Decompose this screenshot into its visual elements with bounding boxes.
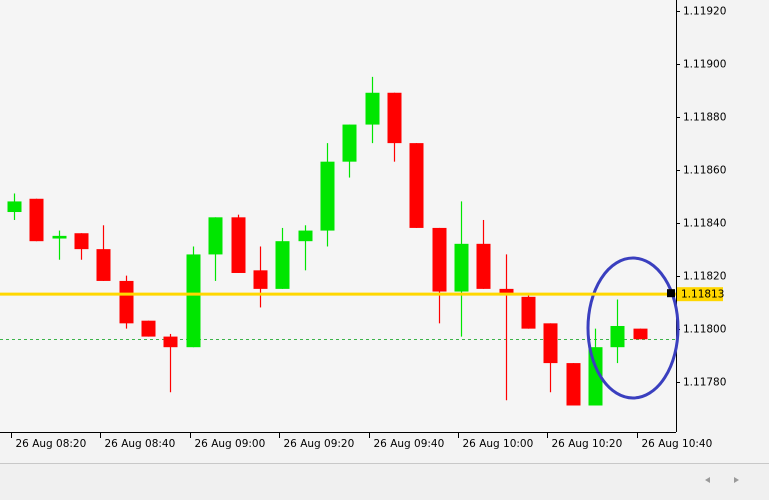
y-tick-label: 1.11860 [683, 165, 726, 177]
candle-body [52, 235, 67, 239]
candle-body [387, 92, 402, 144]
candle-body [476, 243, 491, 289]
candle-body [610, 325, 625, 348]
y-tick-label: 1.11800 [683, 324, 726, 336]
candle-body [521, 296, 536, 329]
candle-body [633, 328, 648, 340]
y-tick-label: 1.11900 [683, 59, 726, 71]
candle-body [119, 280, 134, 324]
candle-body [342, 124, 357, 162]
candle-body [253, 270, 268, 289]
candle-body [163, 336, 178, 348]
candle-body [231, 217, 246, 273]
candle-body [320, 161, 335, 231]
y-tick-label: 1.11920 [683, 6, 726, 18]
candle-body [141, 320, 156, 337]
y-tick-label: 1.11820 [683, 271, 726, 283]
candle-body [432, 227, 447, 292]
candle-body [409, 143, 424, 228]
x-tick-label: 26 Aug 08:20 [16, 438, 87, 450]
candle-body [29, 198, 44, 242]
candle-body [454, 243, 469, 292]
x-tick-label: 26 Aug 09:40 [374, 438, 445, 450]
highlight-ellipse [586, 256, 680, 400]
candle-body [186, 254, 201, 348]
y-tick-label: 1.11780 [683, 377, 726, 389]
y-tick-label: 1.11840 [683, 218, 726, 230]
candle-body [298, 230, 313, 242]
price-label-box [677, 287, 723, 302]
x-tick-label: 26 Aug 10:00 [463, 438, 534, 450]
x-tick-label: 26 Aug 10:20 [552, 438, 623, 450]
price-marker [667, 289, 675, 298]
candle-body [208, 217, 223, 255]
candle-body [499, 288, 514, 295]
candle-body [74, 233, 89, 250]
candle-body [566, 363, 581, 406]
y-tick-label: 1.11880 [683, 112, 726, 124]
candle-body [275, 241, 290, 289]
price-label: 1.11813 [681, 289, 724, 301]
x-tick-label: 26 Aug 10:40 [642, 438, 713, 450]
candle-body [7, 201, 22, 213]
scroll-right[interactable] [734, 477, 739, 483]
plot-area [0, 0, 676, 432]
x-tick-label: 26 Aug 09:00 [195, 438, 266, 450]
scroll-left[interactable] [705, 477, 710, 483]
candle-body [543, 323, 558, 364]
candle-body [365, 92, 380, 125]
x-tick-label: 26 Aug 08:40 [105, 438, 176, 450]
scrollbar[interactable] [0, 464, 769, 500]
x-tick-label: 26 Aug 09:20 [284, 438, 355, 450]
candle-body [96, 249, 111, 281]
